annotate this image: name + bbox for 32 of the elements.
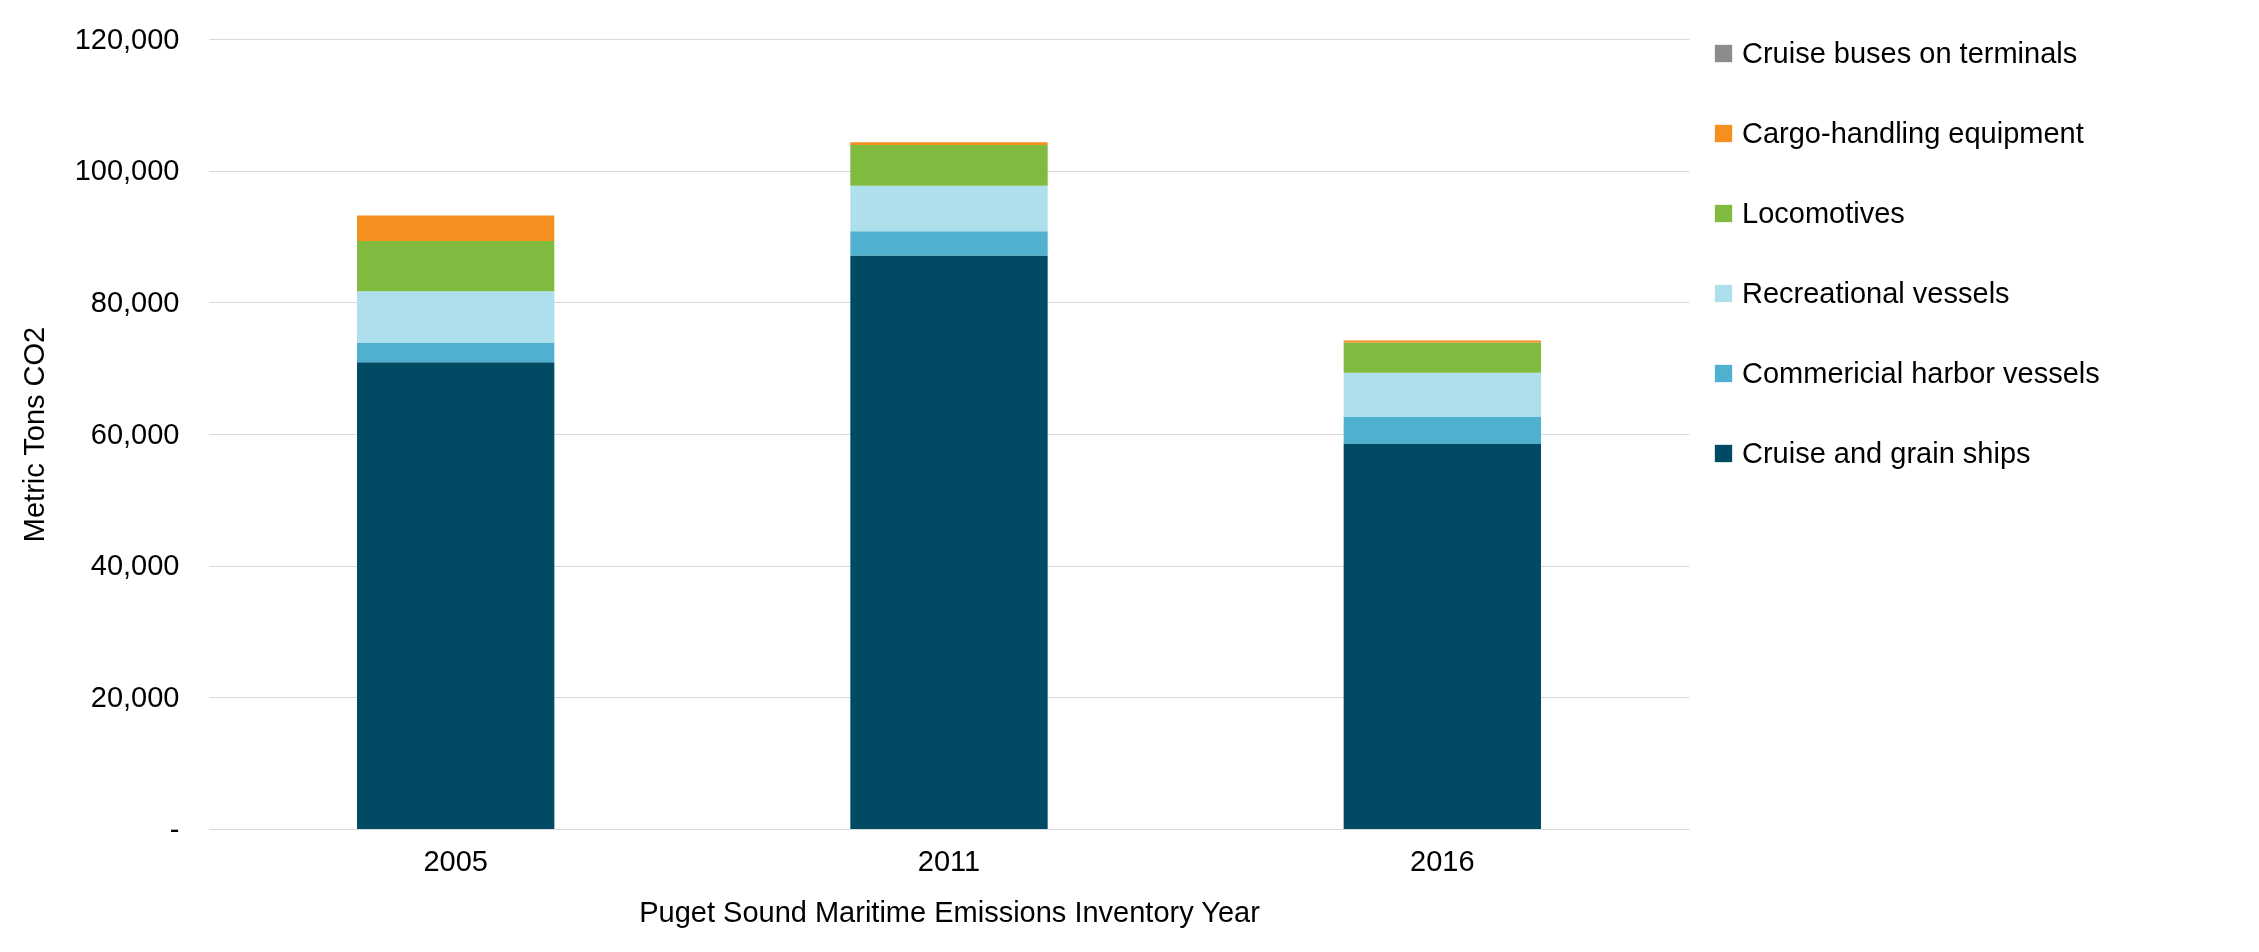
y-tick-label: 40,000	[90, 549, 180, 582]
bar	[850, 185, 1048, 232]
legend-label: Cargo-handling equipment	[1742, 116, 2084, 149]
x-tick-label: 2011	[917, 844, 981, 877]
x-axis-title: Puget Sound Maritime Emissions Inventory Year	[639, 895, 1261, 928]
legend-label: Cruise buses on terminals	[1742, 36, 2078, 69]
y-tick-label: 100,000	[74, 154, 180, 187]
bar	[850, 255, 1048, 829]
legend-label: Recreational vessels	[1742, 276, 2010, 309]
y-tick-label: 80,000	[90, 285, 180, 318]
legend-label: Locomotives	[1742, 196, 1905, 229]
bar	[357, 362, 555, 829]
y-axis-title: Metric Tons CO2	[17, 326, 50, 543]
bar	[357, 291, 555, 343]
bar	[357, 241, 555, 292]
bar	[1343, 416, 1541, 444]
legend-label: Commericial harbor vessels	[1742, 356, 2100, 389]
x-tick-label: 2016	[1410, 844, 1475, 877]
bar	[850, 231, 1048, 256]
bar	[850, 144, 1048, 186]
y-tick-label: 120,000	[74, 22, 180, 55]
bar	[1343, 342, 1541, 373]
bar	[850, 142, 1048, 145]
bar	[1343, 372, 1541, 417]
bar	[1343, 443, 1541, 829]
y-tick-label: -	[169, 812, 180, 845]
bar	[357, 342, 555, 363]
y-tick-label: 60,000	[90, 417, 180, 450]
bar	[357, 215, 555, 242]
x-tick-label: 2005	[423, 844, 488, 877]
y-tick-label: 20,000	[90, 680, 180, 713]
legend-label: Cruise and grain ships	[1742, 436, 2031, 469]
